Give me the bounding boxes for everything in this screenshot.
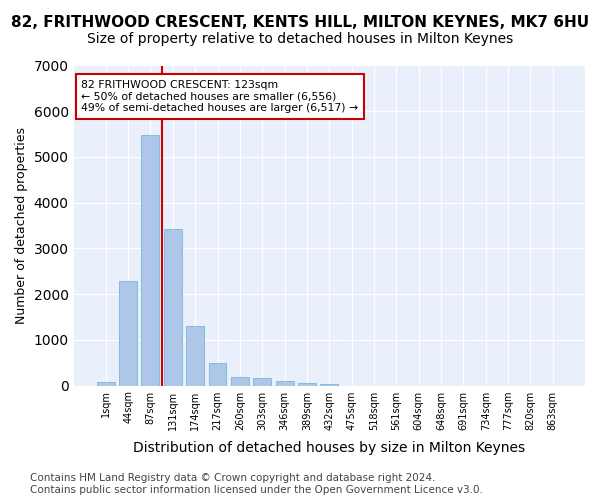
Text: 82, FRITHWOOD CRESCENT, KENTS HILL, MILTON KEYNES, MK7 6HU: 82, FRITHWOOD CRESCENT, KENTS HILL, MILT…	[11, 15, 589, 30]
Bar	[164, 229, 182, 386]
X-axis label: Distribution of detached houses by size in Milton Keynes: Distribution of detached houses by size …	[133, 441, 526, 455]
Bar	[97, 382, 115, 386]
Text: 82 FRITHWOOD CRESCENT: 123sqm
← 50% of detached houses are smaller (6,556)
49% o: 82 FRITHWOOD CRESCENT: 123sqm ← 50% of d…	[81, 80, 358, 113]
Bar	[275, 381, 293, 386]
Bar	[298, 383, 316, 386]
Y-axis label: Number of detached properties: Number of detached properties	[15, 127, 28, 324]
Bar	[142, 135, 160, 386]
Bar	[119, 282, 137, 386]
Bar	[186, 326, 204, 386]
Bar	[231, 376, 249, 386]
Bar	[253, 378, 271, 386]
Bar	[209, 363, 226, 386]
Text: Contains HM Land Registry data © Crown copyright and database right 2024.
Contai: Contains HM Land Registry data © Crown c…	[30, 474, 483, 495]
Bar	[320, 384, 338, 386]
Text: Size of property relative to detached houses in Milton Keynes: Size of property relative to detached ho…	[87, 32, 513, 46]
